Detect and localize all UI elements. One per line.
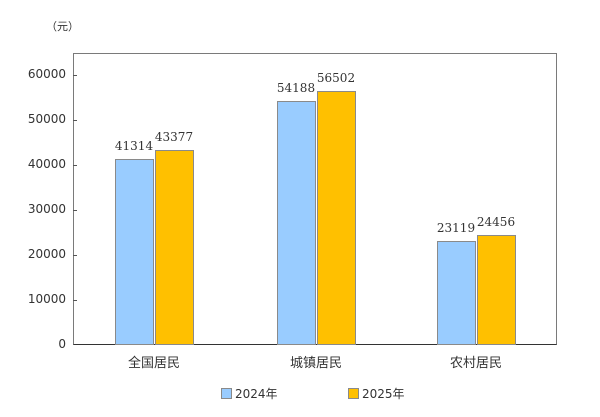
y-tick-label: 10000 <box>27 292 66 306</box>
y-tick-mark <box>73 255 77 256</box>
y-tick-mark <box>73 165 77 166</box>
bar-2025 <box>154 149 194 345</box>
y-tick-mark <box>73 120 77 121</box>
bar-value-label: 54188 <box>276 81 316 96</box>
bar-value-label: 43377 <box>154 129 194 144</box>
legend-label: 2025年 <box>362 387 405 401</box>
y-tick-label: 50000 <box>27 112 66 126</box>
y-tick-label: 60000 <box>27 67 66 81</box>
y-tick-label: 0 <box>58 337 66 351</box>
y-tick-mark <box>73 210 77 211</box>
legend-item-2024: 2024年 <box>221 385 278 402</box>
legend-swatch-icon <box>221 388 232 399</box>
x-category-label: 全国居民 <box>127 356 180 371</box>
legend-item-2025: 2025年 <box>348 385 405 402</box>
bar-value-label: 41314 <box>114 139 154 154</box>
y-tick-mark <box>73 75 77 76</box>
bar-value-label: 23119 <box>436 220 476 235</box>
bar-2025 <box>316 90 356 345</box>
bar-2024 <box>114 159 154 345</box>
y-tick-mark <box>73 300 77 301</box>
x-category-label: 农村居民 <box>449 356 502 371</box>
bar-2025 <box>476 234 516 345</box>
y-tick-label: 40000 <box>27 157 66 171</box>
bar-value-label: 56502 <box>316 70 356 85</box>
y-tick-label: 30000 <box>27 202 66 216</box>
y-tick-label: 20000 <box>27 247 66 261</box>
y-axis-unit-label: （元） <box>46 20 79 33</box>
legend-swatch-icon <box>348 388 359 399</box>
bar-2024 <box>436 240 476 345</box>
legend-label: 2024年 <box>235 387 278 401</box>
bar-2024 <box>276 101 316 345</box>
x-category-label: 城镇居民 <box>289 356 342 371</box>
bar-value-label: 24456 <box>476 214 516 229</box>
